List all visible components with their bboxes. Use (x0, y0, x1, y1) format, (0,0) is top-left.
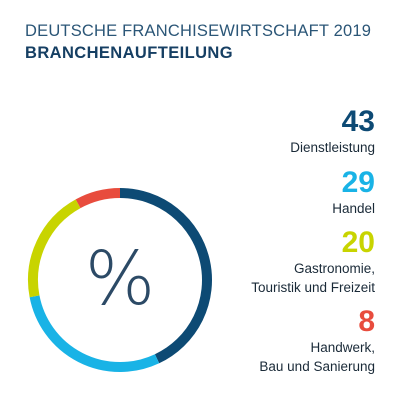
legend-value-dienstleistung: 43 (341, 105, 375, 138)
percent-symbol: % (85, 236, 155, 322)
legend-value-handwerk: 8 (358, 305, 375, 338)
legend-item-gastronomie: 20 Gastronomie, Touristik und Freizeit (251, 227, 375, 297)
legend-label-gastronomie-line2: Touristik und Freizeit (251, 280, 375, 295)
legend-label-dienstleistung: Dienstleistung (290, 140, 375, 155)
donut-segment-dienstleistung (119, 188, 212, 364)
legend-value-gastronomie: 20 (341, 226, 375, 259)
chart-header: DEUTSCHE FRANCHISEWIRTSCHAFT 2019 BRANCH… (25, 22, 371, 63)
chart-subtitle: BRANCHENAUFTEILUNG (25, 44, 233, 62)
legend-label-handwerk-line1: Handwerk, (310, 340, 375, 355)
chart-title: DEUTSCHE FRANCHISEWIRTSCHAFT 2019 (25, 22, 372, 40)
donut-segments (28, 188, 212, 372)
donut-segment-gastronomie (28, 199, 81, 298)
legend-item-dienstleistung: 43 Dienstleistung (290, 106, 375, 157)
legend-value-handel: 29 (341, 166, 375, 199)
legend-item-handwerk: 8 Handwerk, Bau und Sanierung (259, 306, 375, 376)
legend-label-handel: Handel (332, 201, 375, 216)
legend-label-handwerk-line2: Bau und Sanierung (259, 359, 375, 374)
donut-segment-handwerk (75, 188, 121, 209)
legend-label-gastronomie-line1: Gastronomie, (293, 261, 375, 276)
donut-segment-handel (29, 295, 160, 372)
legend-item-handel: 29 Handel (332, 167, 375, 218)
